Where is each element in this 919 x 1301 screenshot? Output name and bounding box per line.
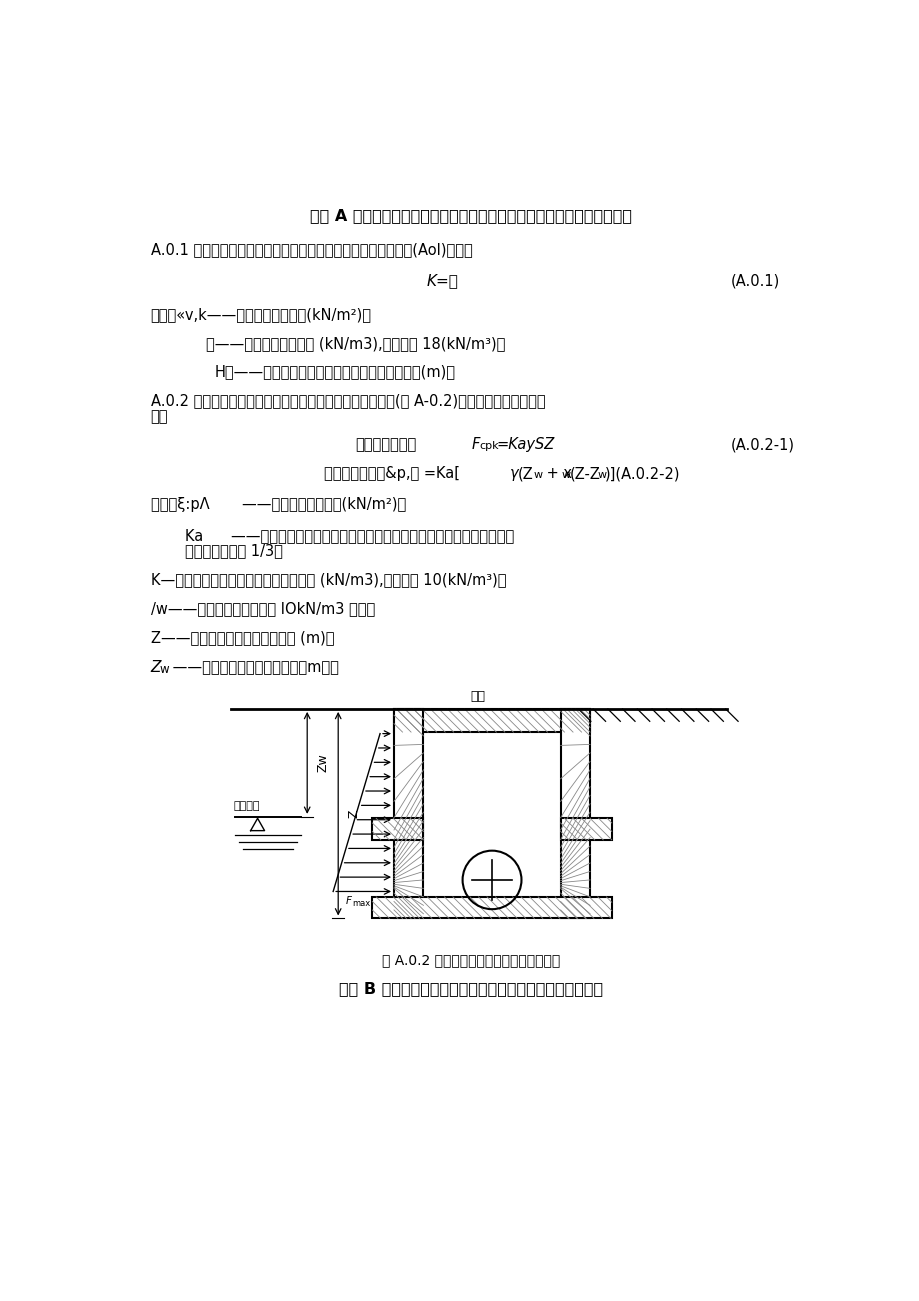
Text: max: max <box>352 899 370 908</box>
Text: (A.0.2-1): (A.0.2-1) <box>731 437 794 453</box>
Text: 图 A.0.2 检查井侧壁上的主动土压力示意图: 图 A.0.2 检查井侧壁上的主动土压力示意图 <box>382 954 560 967</box>
Text: )](A.0.2-2): )](A.0.2-2) <box>604 467 679 481</box>
Text: ——自地面至地下水位的距离（m）。: ——自地面至地下水位的距离（m）。 <box>167 660 338 675</box>
Text: Z——自地面至计算截面处的深度 (m)；: Z——自地面至计算截面处的深度 (m)； <box>151 631 334 645</box>
Bar <box>560 818 611 840</box>
Text: K—地下水位以下回填土的有效重力密度 (kN/m3),一般可取 10(kN/m³)；: K—地下水位以下回填土的有效重力密度 (kN/m3),一般可取 10(kN/m³… <box>151 572 505 587</box>
Bar <box>393 709 589 732</box>
Text: Z: Z <box>151 660 161 675</box>
Text: Zw: Zw <box>316 753 329 773</box>
Bar <box>560 709 589 919</box>
Text: =KaySZ: =KaySZ <box>495 437 554 453</box>
Text: 附录 A 预制检查井顶部竖向土压力标准值和侧向主动土压力标准值的计算: 附录 A 预制检查井顶部竖向土压力标准值和侧向主动土压力标准值的计算 <box>311 208 632 224</box>
Text: A.0.2 当地面平整时，预制检查井结构上的侧向主动土压力(图 A-0.2)标准值可按下列各式计: A.0.2 当地面平整时，预制检查井结构上的侧向主动土压力(图 A-0.2)标准… <box>151 393 545 409</box>
Text: F: F <box>471 437 480 453</box>
Text: cpk: cpk <box>479 441 498 451</box>
Text: K=血: K=血 <box>426 273 459 288</box>
Text: 八——回填土的重力密度 (kN/m3),一般可取 18(kN/m³)；: 八——回填土的重力密度 (kN/m3),一般可取 18(kN/m³)； <box>206 336 505 351</box>
Text: (Z: (Z <box>517 467 533 481</box>
Text: + x: + x <box>541 467 572 481</box>
Bar <box>393 709 423 919</box>
Text: w: w <box>533 470 542 480</box>
Text: 试验资料时可取 1/3；: 试验资料时可取 1/3； <box>185 544 282 558</box>
Text: 地下水位: 地下水位 <box>233 800 260 811</box>
Bar <box>372 818 423 840</box>
Text: Ka      ——回填土的主动土压力系数，应根据回填土的抗剪强度确定，当缺乏: Ka ——回填土的主动土压力系数，应根据回填土的抗剪强度确定，当缺乏 <box>185 528 514 543</box>
Text: (A.0.1): (A.0.1) <box>731 273 779 288</box>
Text: Z: Z <box>347 809 360 818</box>
Text: 式中：ξ:pΛ       ——主动土压力标准值(kN/m²)；: 式中：ξ:pΛ ——主动土压力标准值(kN/m²)； <box>151 497 405 513</box>
Text: 附录 B 地表水或地下水对检查井产生的浮托力标准值的计算: 附录 B 地表水或地下水对检查井产生的浮托力标准值的计算 <box>339 981 603 997</box>
Text: γ: γ <box>510 467 518 481</box>
Text: w: w <box>561 470 570 480</box>
Text: 地下水位以上：: 地下水位以上： <box>355 437 416 453</box>
Text: 算：: 算： <box>151 409 168 424</box>
Text: H、——预制检查井顶板顶至设计地面的覆土高度(m)。: H、——预制检查井顶板顶至设计地面的覆土高度(m)。 <box>214 364 455 379</box>
Text: w: w <box>596 470 606 480</box>
Bar <box>372 896 611 919</box>
Text: /w——水的重力密度，可按 IOkN/m3 采用；: /w——水的重力密度，可按 IOkN/m3 采用； <box>151 601 375 617</box>
Text: F: F <box>346 896 352 907</box>
Text: w: w <box>159 662 168 675</box>
Text: 地面: 地面 <box>470 690 484 703</box>
Text: (Z-Z: (Z-Z <box>569 467 600 481</box>
Text: 地下水位以下：&p,｜ =Ka[: 地下水位以下：&p,｜ =Ka[ <box>323 467 460 481</box>
Text: A.0.1 作用于预制检查井顶部竖向土压力，其标准值应依据公式(AoI)计算：: A.0.1 作用于预制检查井顶部竖向土压力，其标准值应依据公式(AoI)计算： <box>151 242 471 258</box>
Text: 式中：«v,k——竖向土压力标准值(kN/m²)；: 式中：«v,k——竖向土压力标准值(kN/m²)； <box>151 307 371 323</box>
